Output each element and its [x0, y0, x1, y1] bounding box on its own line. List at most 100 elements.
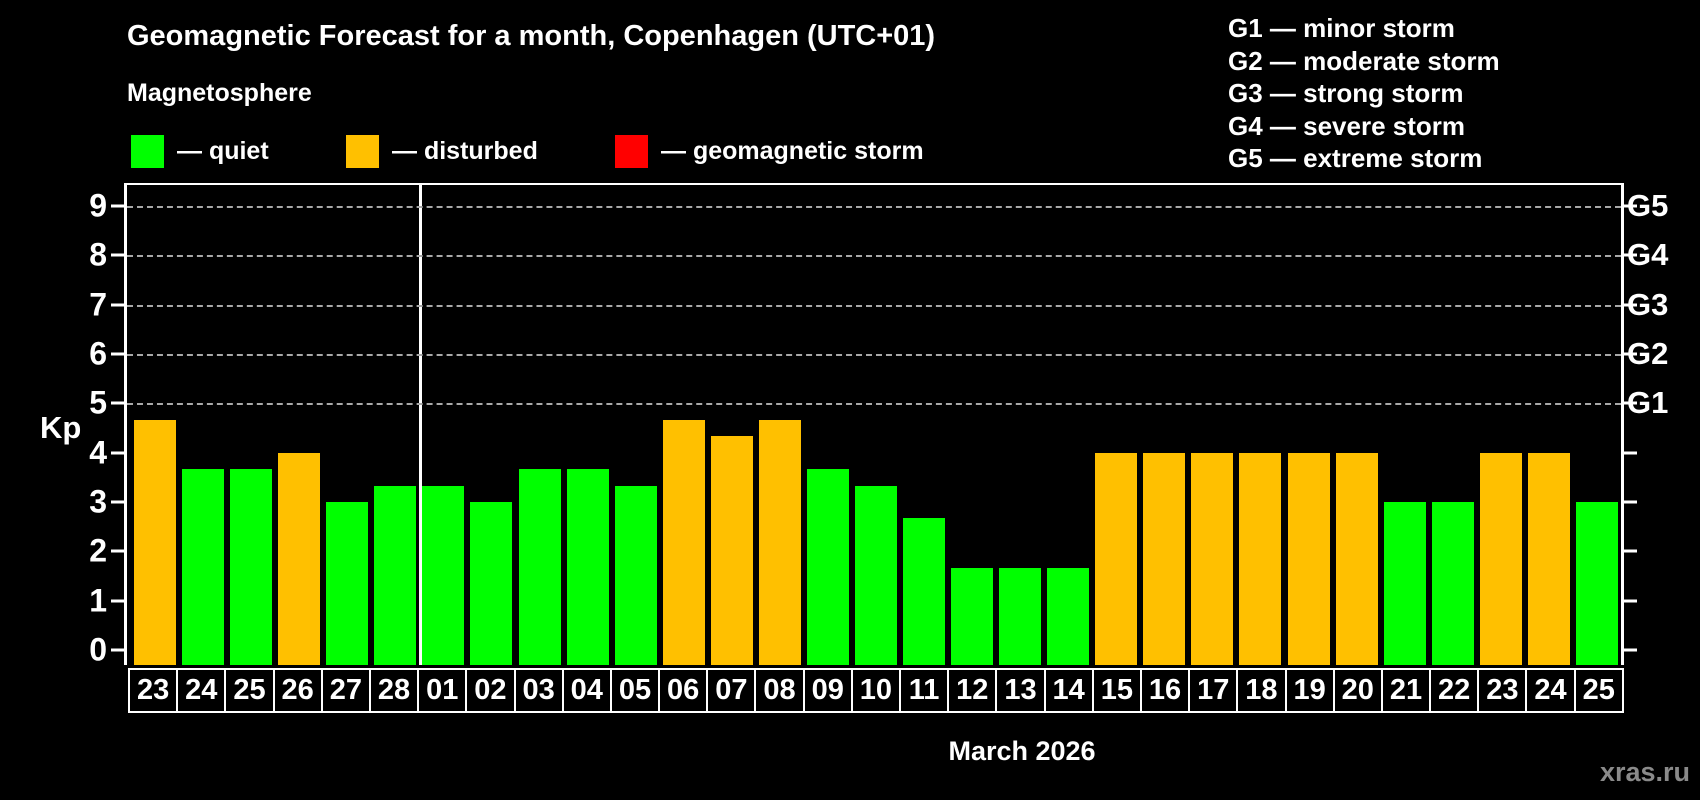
gridline-kp-7	[127, 304, 1621, 307]
plot-area: 0 1 2 3 4 5 6 7 8 9 G1 G2 G3 G4 G5	[89, 183, 1668, 668]
y-tick-label-8: 8	[89, 236, 107, 273]
month-divider-line	[418, 185, 422, 665]
kp-bar-day-01	[422, 485, 465, 665]
bar-slot-18	[1236, 185, 1284, 665]
kp-bar-day-22	[1431, 502, 1474, 665]
bar-slot-13	[996, 185, 1044, 665]
bar-slot-14	[1044, 185, 1092, 665]
right-axis-label-G1: G1	[1627, 385, 1669, 421]
right-tick-kp-0	[1624, 648, 1637, 652]
bar-slot-05	[612, 185, 660, 665]
g-scale-legend: G1 — minor storm G2 — moderate storm G3 — …	[1228, 12, 1500, 175]
kp-bar-day-13	[999, 567, 1042, 665]
y-axis-title: Kp	[40, 410, 82, 445]
left-tick-kp-9	[111, 204, 124, 208]
bar-slot-02	[467, 185, 515, 665]
g-legend-line: G3 — strong storm	[1228, 78, 1464, 108]
day-label-08: 08	[754, 668, 805, 713]
kp-bar-day-24	[1527, 452, 1570, 665]
right-tick-kp-8	[1624, 253, 1637, 257]
kp-bar-day-18	[1239, 452, 1282, 665]
day-label-07: 07	[706, 668, 757, 713]
day-label-02: 02	[465, 668, 516, 713]
legend-item-storm: — geomagnetic storm	[615, 135, 924, 168]
chart-title: Geomagnetic Forecast for a month, Copenh…	[127, 20, 936, 52]
bar-slot-07	[708, 185, 756, 665]
bar-slot-19	[1285, 185, 1333, 665]
bar-slot-15	[1092, 185, 1140, 665]
kp-bar-day-09	[806, 468, 849, 665]
bar-slot-27	[323, 185, 371, 665]
right-tick-kp-2	[1624, 549, 1637, 553]
legend-swatch-storm	[615, 135, 648, 168]
day-label-09: 09	[802, 668, 853, 713]
kp-bar-day-14	[1047, 567, 1090, 665]
chart-subtitle: Magnetosphere	[127, 79, 312, 107]
x-axis-day-labels: 23 24 25 26 27 28 01 02 03 04 05 06 07 08 09 10 11 12 13 14…	[128, 668, 1624, 713]
bar-slot-24	[1525, 185, 1573, 665]
kp-bar-day-12	[951, 567, 994, 665]
kp-bar-day-08	[758, 419, 801, 665]
day-label-19: 19	[1284, 668, 1335, 713]
kp-bar-day-23	[1479, 452, 1522, 665]
g-legend-line: G2 — moderate storm	[1228, 45, 1500, 76]
left-tick-kp-3	[111, 500, 124, 504]
bar-slot-03	[516, 185, 564, 665]
kp-bar-day-10	[854, 485, 897, 665]
day-label-05: 05	[609, 668, 661, 713]
day-label-03: 03	[513, 668, 564, 713]
kp-bar-day-20	[1335, 452, 1378, 665]
kp-bar-day-16	[1143, 452, 1186, 665]
kp-bar-day-24	[182, 468, 225, 665]
legend-label-disturbed: — disturbed	[392, 137, 538, 165]
right-axis-label-G5: G5	[1627, 187, 1669, 223]
kp-bar-day-21	[1383, 502, 1426, 665]
day-label-26: 26	[272, 668, 323, 713]
day-label-14: 14	[1043, 668, 1094, 713]
bar-slot-11	[900, 185, 948, 665]
day-label-01: 01	[417, 668, 468, 713]
left-tick-kp-8	[111, 253, 124, 257]
day-label-11: 11	[899, 668, 950, 713]
kp-bar-day-04	[566, 468, 609, 665]
gridline-kp-6	[127, 353, 1621, 356]
legend-swatch-disturbed	[346, 135, 379, 168]
y-tick-label-1: 1	[89, 582, 107, 619]
kp-bar-day-07	[710, 436, 753, 665]
kp-bar-day-06	[662, 419, 705, 665]
right-tick-kp-6	[1624, 352, 1637, 356]
bars-container	[131, 185, 1621, 665]
kp-bar-day-19	[1287, 452, 1330, 665]
kp-bar-day-15	[1095, 452, 1138, 665]
bar-slot-01	[419, 185, 467, 665]
kp-bar-day-25	[230, 468, 273, 665]
day-label-13: 13	[995, 668, 1046, 713]
bar-slot-04	[564, 185, 612, 665]
day-label-27: 27	[320, 668, 371, 713]
right-tick-kp-9	[1624, 204, 1637, 208]
bar-slot-16	[1140, 185, 1188, 665]
kp-bar-day-05	[614, 485, 657, 665]
day-label-04: 04	[561, 668, 612, 713]
day-label-10: 10	[850, 668, 901, 713]
x-axis-title: March 2026	[948, 736, 1096, 766]
left-tick-kp-2	[111, 549, 124, 553]
day-label-23: 23	[1477, 668, 1528, 713]
day-label-28: 28	[368, 668, 420, 713]
right-tick-kp-1	[1624, 599, 1637, 603]
legend-label-quiet: — quiet	[177, 137, 269, 165]
y-tick-label-0: 0	[89, 631, 107, 668]
y-tick-label-2: 2	[89, 532, 107, 569]
bar-slot-28	[371, 185, 419, 665]
y-tick-label-7: 7	[89, 286, 107, 322]
kp-bar-day-03	[518, 468, 561, 665]
bar-slot-24	[179, 185, 227, 665]
g-legend-line: G1 — minor storm	[1228, 13, 1455, 43]
day-label-16: 16	[1139, 668, 1191, 713]
left-tick-kp-4	[111, 451, 124, 455]
day-label-21: 21	[1380, 668, 1432, 713]
legend-item-disturbed: — disturbed	[346, 135, 538, 168]
kp-bar-day-11	[903, 518, 946, 665]
y-tick-label-5: 5	[89, 384, 107, 421]
